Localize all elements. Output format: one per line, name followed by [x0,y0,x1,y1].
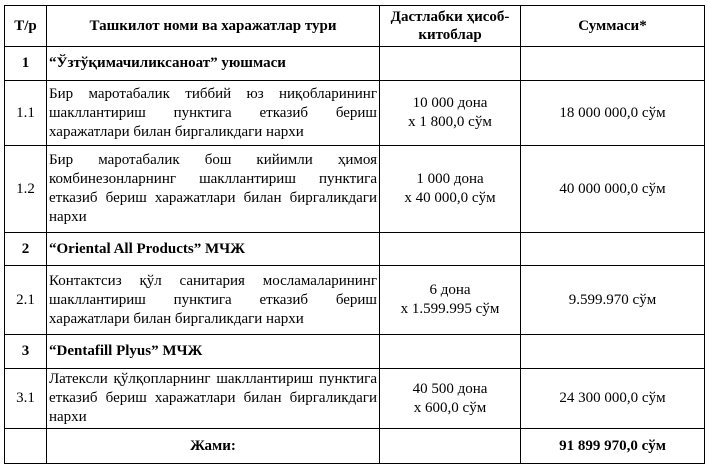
table-row: 2.1 Контактсиз қўл санитария мосламалари… [4,265,705,335]
empty-cell [379,428,521,464]
group-num: 3 [4,334,47,369]
total-sum: 91 899 970,0 сўм [520,428,705,464]
item-sum: 9.599.970 сўм [520,265,705,335]
item-calc: 1 000 дона х 40 000,0 сўм [379,145,521,233]
header-calc: Дастлабки ҳисоб-китоблар [379,5,521,47]
total-label: Жами: [46,428,380,464]
item-desc: Бир маротабалик бош кийимли ҳимоя комбин… [46,145,380,233]
empty-cell [520,334,705,369]
item-desc: Латексли қўлқопларнинг шакллантириш пунк… [46,368,380,429]
item-price: х 600,0 сўм [413,399,487,416]
item-price: х 1 800,0 сўм [408,114,492,130]
group-num: 1 [4,46,47,81]
item-qty: 40 500 дона [412,380,488,397]
item-sum: 24 300 000,0 сўм [520,368,705,429]
group-num: 2 [4,232,47,266]
table-row: 1.1 Бир маротабалик тиббий юз ниқобларин… [4,80,705,146]
empty-cell [379,232,521,266]
empty-cell [4,428,47,464]
group-row: 2 “Oriental All Products” МЧЖ [4,232,705,266]
item-qty: 10 000 дона [412,95,488,111]
table-row: 1.2 Бир маротабалик бош кийимли ҳимоя ко… [4,145,705,233]
item-num: 3.1 [4,368,47,429]
item-num: 2.1 [4,265,47,335]
item-qty: 6 дона [429,282,471,298]
empty-cell [520,46,705,81]
header-row: Т/р Ташкилот номи ва харажатлар тури Дас… [4,5,705,47]
empty-cell [379,46,521,81]
total-row: Жами: 91 899 970,0 сўм [4,428,705,464]
group-name: “Dentafill Plyus” МЧЖ [46,334,380,369]
header-name: Ташкилот номи ва харажатлар тури [46,5,380,47]
item-num: 1.1 [4,80,47,146]
empty-cell [379,334,521,369]
group-name: “Oriental All Products” МЧЖ [46,232,380,266]
item-sum: 18 000 000,0 сўм [520,80,705,146]
item-num: 1.2 [4,145,47,233]
group-row: 3 “Dentafill Plyus” МЧЖ [4,334,705,369]
item-price: х 1.599.995 сўм [400,301,500,317]
group-row: 1 “Ўзтўқимачиликсаноат” уюшмаси [4,46,705,81]
item-qty: 1 000 дона [416,171,484,187]
item-sum: 40 000 000,0 сўм [520,145,705,233]
cost-table: Т/р Ташкилот номи ва харажатлар тури Дас… [4,5,705,464]
empty-cell [520,232,705,266]
group-name: “Ўзтўқимачиликсаноат” уюшмаси [46,46,380,81]
item-calc: 40 500 дона х 600,0 сўм [379,368,521,429]
item-calc: 10 000 дона х 1 800,0 сўм [379,80,521,146]
header-sum: Суммаси* [520,5,705,47]
item-desc: Бир маротабалик тиббий юз ниқобларининг … [46,80,380,146]
item-desc: Контактсиз қўл санитария мосламаларининг… [46,265,380,335]
table-row: 3.1 Латексли қўлқопларнинг шакллантириш … [4,368,705,429]
item-calc: 6 дона х 1.599.995 сўм [379,265,521,335]
item-price: х 40 000,0 сўм [404,190,496,206]
header-num: Т/р [4,5,47,47]
